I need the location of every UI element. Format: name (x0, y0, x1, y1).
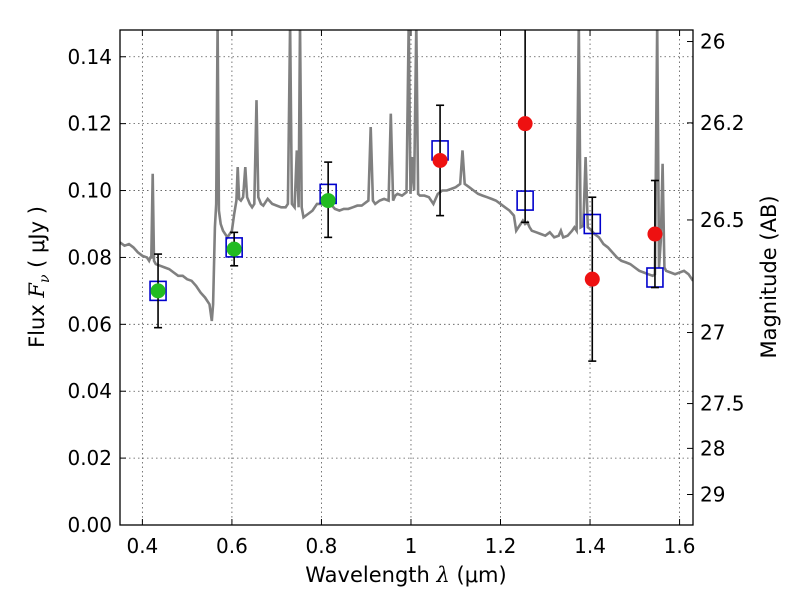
measured-flux-point (226, 241, 242, 257)
x-tick-label: 1 (405, 534, 418, 558)
measured-flux-point (647, 226, 663, 242)
x-tick-label: 0.6 (216, 534, 248, 558)
measured-flux-point (150, 283, 166, 299)
y2-tick-label: 29 (700, 482, 725, 506)
y-tick-label: 0.04 (67, 379, 112, 403)
y-tick-label: 0.08 (67, 245, 112, 269)
x-tick-label: 1.4 (574, 534, 606, 558)
plot-area (120, 30, 693, 362)
y2-tick-label: 26 (700, 30, 725, 54)
y2-axis-title: Magnitude (AB) (757, 195, 781, 358)
y2-tick-label: 27.5 (700, 392, 745, 416)
axis-ticks (120, 30, 693, 526)
y-tick-label: 0.10 (67, 179, 112, 203)
plot-frame (119, 29, 694, 526)
y2-tick-label: 28 (700, 436, 725, 460)
measured-flux-point (584, 271, 600, 287)
x-tick-label: 0.4 (126, 534, 158, 558)
measured-flux-points (150, 116, 663, 299)
x-tick-label: 0.8 (306, 534, 338, 558)
measured-flux-point (517, 116, 533, 132)
x-tick-label: 1.6 (664, 534, 696, 558)
y-tick-label: 0.12 (67, 112, 112, 136)
y2-tick-label: 26.2 (700, 111, 745, 135)
y2-tick-label: 27 (700, 321, 725, 345)
y-tick-label: 0.06 (67, 312, 112, 336)
measured-flux-point (320, 193, 336, 209)
y-tick-label: 0.14 (67, 45, 112, 69)
measured-flux-point (432, 152, 448, 168)
y-tick-label: 0.00 (67, 513, 112, 537)
y-axis-title: Flux Fν ( μJy ) (25, 206, 53, 348)
model-spectrum-line (120, 30, 693, 322)
y-tick-label: 0.02 (67, 446, 112, 470)
tick-labels: 0.4 0.6 0.8 1 1.2 1.4 1.6 0.00 0.02 0.04 0.06 0.08 0… (67, 30, 744, 558)
x-tick-label: 1.2 (485, 534, 517, 558)
x-axis-title: Wavelength λ (μm) (305, 563, 506, 587)
y2-tick-label: 26.5 (700, 208, 745, 232)
